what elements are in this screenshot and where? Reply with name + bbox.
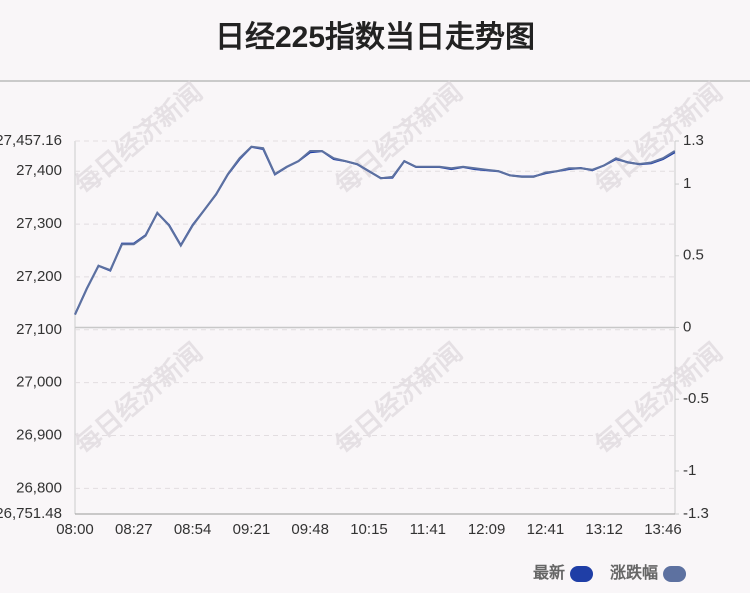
x-tick-label: 09:21 (233, 521, 271, 538)
x-tick-label: 08:00 (56, 521, 94, 538)
y-tick-label: 27,100 (16, 321, 62, 338)
y-tick-label: 27,400 (16, 162, 62, 179)
legend-label: 最新 (533, 563, 565, 582)
y2-tick-label: -1.3 (683, 505, 709, 522)
y-tick-label: 27,200 (16, 268, 62, 285)
y2-tick-label: 0.5 (683, 247, 704, 264)
series-line (74, 145, 676, 316)
x-tick-label: 12:41 (527, 521, 565, 538)
y-tick-label: 26,800 (16, 479, 62, 496)
x-tick-label: 11:41 (410, 521, 446, 538)
x-tick-label: 12:09 (468, 521, 506, 538)
x-tick-label: 13:46 (644, 521, 682, 538)
legend-label: 涨跌幅 (610, 563, 658, 582)
y2-tick-label: 1.3 (683, 132, 704, 149)
chart-title: 日经225指数当日走势图 (215, 20, 535, 54)
legend-swatch (663, 566, 687, 582)
y-tick-label: 26,751.48 (0, 505, 62, 522)
x-tick-label: 08:54 (174, 521, 212, 538)
y2-tick-label: -1 (683, 462, 696, 479)
y-tick-label: 27,457.16 (0, 132, 62, 149)
y2-tick-label: -0.5 (683, 390, 709, 407)
y2-tick-label: 1 (683, 175, 691, 192)
y-tick-label: 26,900 (16, 426, 62, 443)
x-tick-label: 10:15 (350, 521, 388, 538)
legend-swatch (570, 566, 594, 582)
y2-tick-label: 0 (683, 318, 691, 335)
x-tick-label: 08:27 (115, 521, 153, 538)
x-tick-label: 09:48 (291, 521, 329, 538)
y-tick-label: 27,000 (16, 374, 62, 391)
y-tick-label: 27,300 (16, 215, 62, 232)
x-tick-label: 13:12 (585, 521, 623, 538)
